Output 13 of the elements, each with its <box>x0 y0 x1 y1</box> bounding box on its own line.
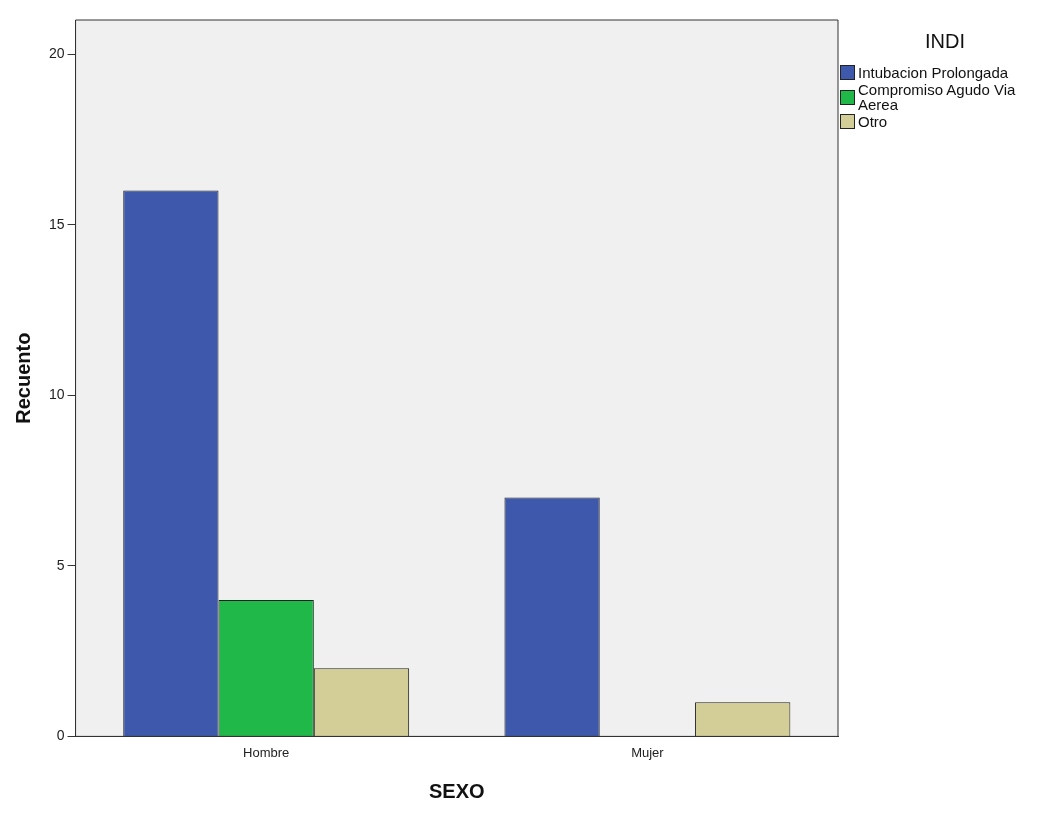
legend-label: Otro <box>858 113 888 130</box>
y-tick-label: 20 <box>48 44 65 61</box>
y-tick-label: 5 <box>56 556 65 573</box>
legend-title: INDI <box>924 30 966 53</box>
y-axis-title: Recuento <box>11 332 34 424</box>
y-tick-label: 15 <box>48 215 65 232</box>
legend-label: Compromiso Agudo Via Aerea <box>858 81 1017 113</box>
x-axis-title: SEXO <box>429 779 485 802</box>
y-tick-label: 10 <box>48 386 65 403</box>
y-tick-label: 0 <box>56 727 65 744</box>
legend-label: Intubacion Prolongada <box>858 64 1009 81</box>
x-tick-label: Hombre <box>243 744 290 760</box>
x-tick-label: Mujer <box>631 744 665 760</box>
